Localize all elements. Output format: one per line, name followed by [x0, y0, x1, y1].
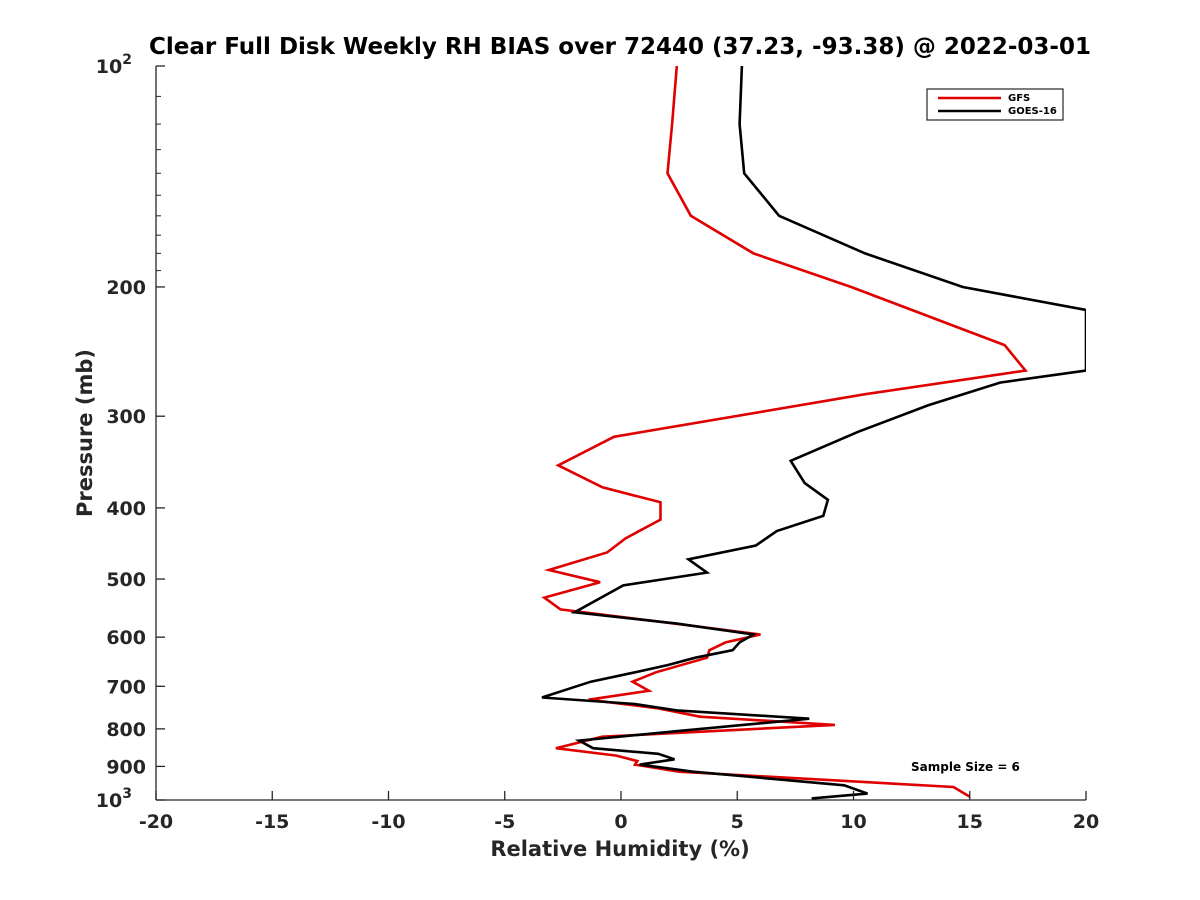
x-tick-label: 0: [614, 811, 627, 833]
ticks: -20 -15 -10 -5 0 5 10 15 20 102 200 300 400 500 600 700…: [96, 52, 1099, 833]
y-tick-label: 103: [96, 786, 132, 812]
chart-title: Clear Full Disk Weekly RH BIAS over 7244…: [149, 34, 1091, 60]
x-tick-label: -5: [494, 811, 515, 833]
legend: GFS GOES-16: [926, 88, 1064, 121]
y-tick-label: 800: [106, 719, 146, 741]
legend-label-gfs: GFS: [1008, 93, 1030, 104]
y-tick-label: 500: [106, 569, 146, 591]
y-tick-label: 700: [106, 676, 146, 698]
x-tick-label: -20: [139, 811, 173, 833]
legend-label-goes16: GOES-16: [1008, 106, 1057, 117]
y-tick-label: 300: [106, 406, 146, 428]
axes: [155, 66, 1086, 801]
x-tick-label: 5: [731, 811, 744, 833]
y-tick-label: 900: [106, 756, 146, 778]
series-layer: [541, 66, 1086, 800]
x-tick-label: 10: [840, 811, 866, 833]
legend-box: [926, 88, 1064, 121]
x-tick-label: -10: [371, 811, 405, 833]
x-axis-label: Relative Humidity (%): [490, 837, 749, 861]
y-tick-label: 200: [106, 277, 146, 299]
y-tick-label: 600: [106, 627, 146, 649]
y-tick-label: 102: [96, 52, 132, 78]
x-tick-label: 20: [1073, 811, 1099, 833]
x-tick-label: 15: [957, 811, 983, 833]
x-tick-label: -15: [255, 811, 289, 833]
y-tick-label: 400: [106, 498, 146, 520]
series-line-gfs: [541, 66, 1028, 798]
y-axis-label: Pressure (mb): [73, 349, 97, 517]
series-line-goes16: [541, 66, 1086, 800]
sample-size-annotation: Sample Size = 6: [911, 760, 1020, 774]
